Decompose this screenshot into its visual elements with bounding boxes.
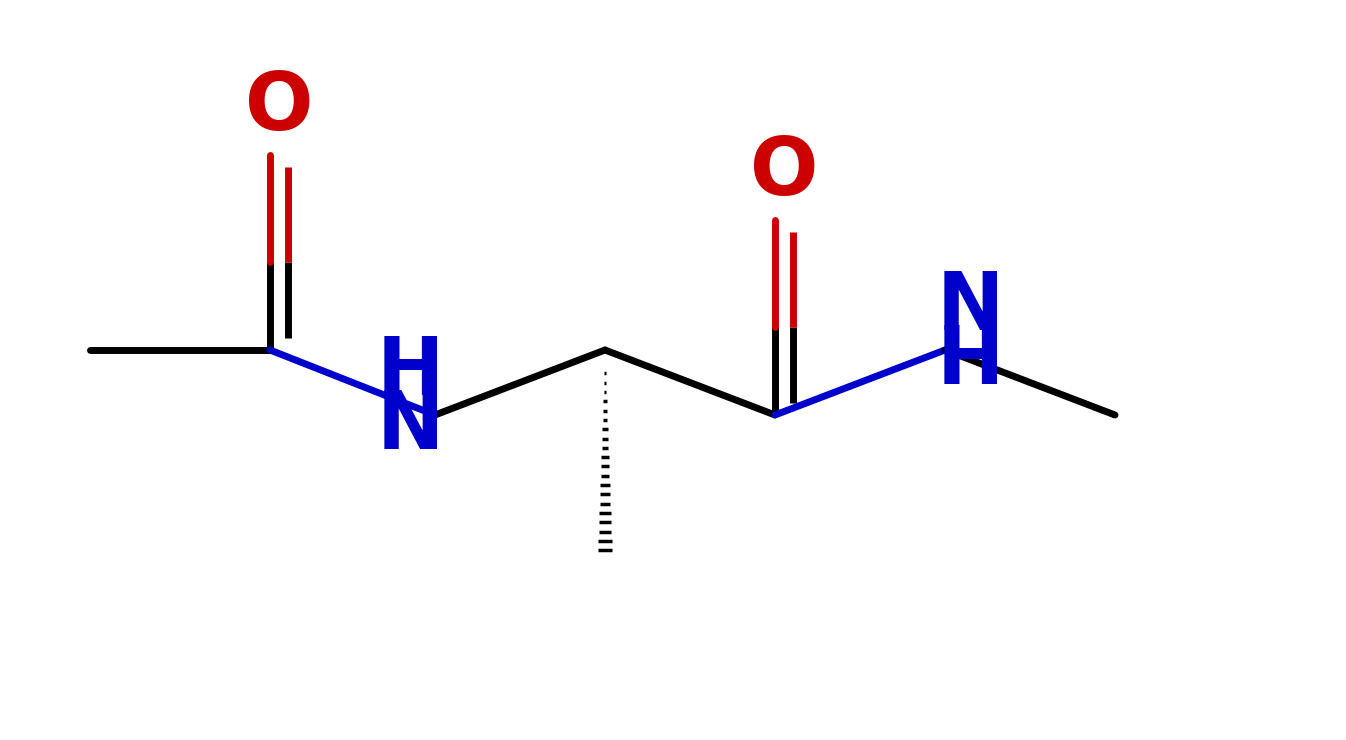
Text: H: H [937,323,1004,401]
Text: N: N [377,388,444,466]
Text: O: O [245,69,314,147]
Text: N: N [937,269,1004,347]
Text: O: O [750,134,818,212]
Text: H: H [377,334,444,412]
